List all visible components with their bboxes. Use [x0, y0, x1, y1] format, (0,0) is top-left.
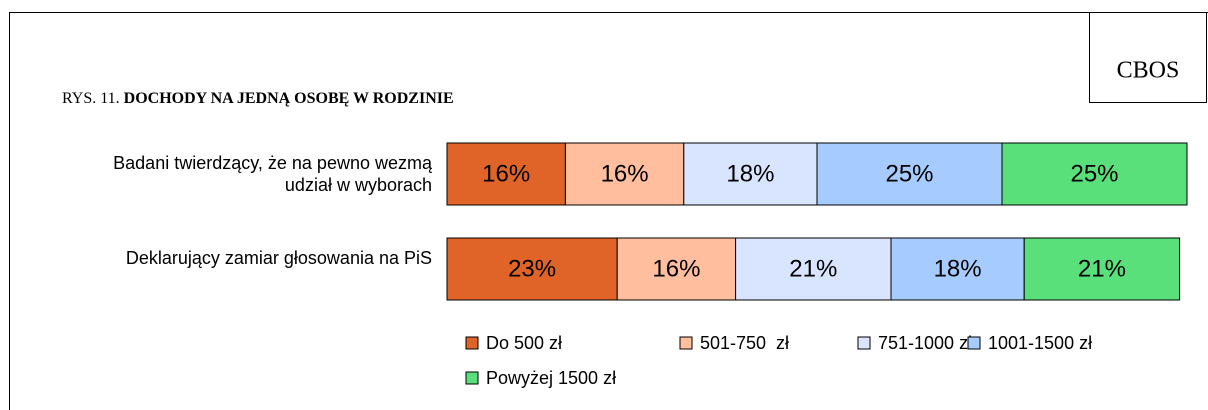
bar-segment: [890, 237, 1025, 301]
source-box: [1089, 12, 1207, 103]
bar-segment: [616, 237, 737, 301]
figure-label: RYS. 11.: [62, 90, 120, 107]
source: CBOS: [1117, 58, 1180, 84]
bar-segment: [816, 142, 1003, 206]
legend-swatch: [967, 336, 981, 350]
value-label: 25%: [885, 160, 933, 187]
bar-segment: [446, 237, 618, 301]
value-label: 16%: [652, 255, 700, 282]
bar-segment: [1001, 142, 1188, 206]
bar-segment: [683, 142, 818, 206]
value-label: 18%: [726, 160, 774, 187]
title-line: RYS. 11. DOCHODY NA JEDNĄ OSOBĘ W RODZIN…: [62, 90, 454, 107]
value-label: 21%: [1078, 255, 1126, 282]
value-label: 21%: [789, 255, 837, 282]
legend-swatch: [857, 336, 871, 350]
legend-label: Powyżej 1500 zł: [486, 368, 616, 388]
legend-label: 751-1000 zł: [878, 333, 972, 353]
value-label: 18%: [934, 255, 982, 282]
bar-segment: [1023, 237, 1181, 301]
legend-swatch: [465, 336, 479, 350]
category-label: Deklarujący zamiar głosowania na PiS: [125, 248, 432, 268]
legend-label: 501-750 zł: [700, 333, 789, 353]
category-label: Badani twierdzący, że na pewno wezmą udz…: [113, 153, 432, 195]
legend-swatch: [679, 336, 693, 350]
value-label: 16%: [482, 160, 530, 187]
value-label: 23%: [508, 255, 556, 282]
legend-label: 1001-1500 zł: [988, 333, 1092, 353]
legend-label: Do 500 zł: [486, 333, 562, 353]
legend-swatch: [465, 371, 479, 385]
chart-title: DOCHODY NA JEDNĄ OSOBĘ W RODZINIE: [124, 90, 454, 107]
value-label: 25%: [1070, 160, 1118, 187]
value-label: 16%: [601, 160, 649, 187]
bar-segment: [446, 142, 566, 206]
bar-segment: [735, 237, 892, 301]
